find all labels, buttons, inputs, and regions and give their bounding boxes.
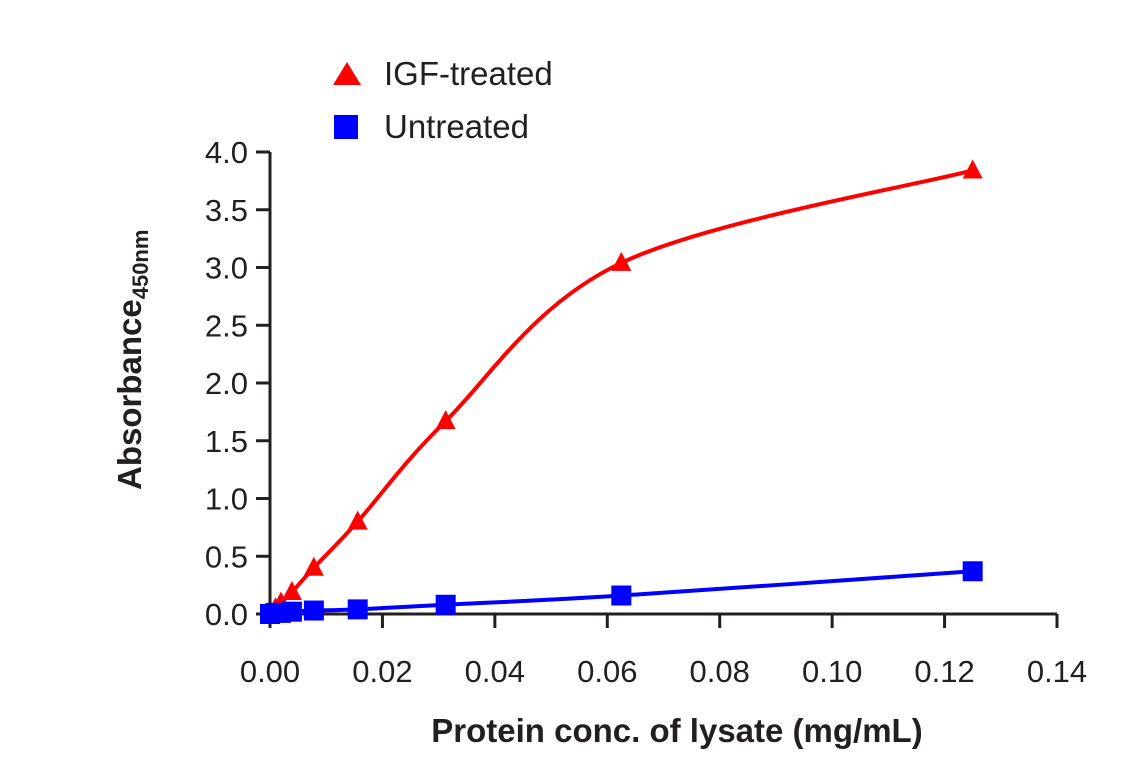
data-point-igf-treated	[611, 251, 632, 271]
data-point-untreated	[281, 601, 302, 622]
legend-marker-igf-treated	[333, 62, 361, 85]
data-point-untreated	[962, 561, 983, 582]
y-tick-label: 4.0	[205, 135, 248, 170]
legend: IGF-treated Untreated	[333, 55, 553, 145]
y-tick-label: 0.5	[205, 539, 248, 574]
y-tick-label: 2.0	[205, 366, 248, 401]
x-axis-label: Protein conc. of lysate (mg/mL)	[431, 712, 922, 749]
data-point-untreated	[303, 600, 324, 621]
series-line-igf-treated	[268, 168, 974, 616]
x-tick-label: 0.08	[690, 654, 750, 689]
y-tick-label: 2.5	[205, 308, 248, 343]
x-tick-label: 0.00	[240, 654, 300, 689]
data-point-igf-treated	[347, 510, 368, 530]
legend-label-igf-treated: IGF-treated	[384, 55, 553, 92]
y-axis-label-main: Absorbance	[111, 299, 148, 490]
data-point-igf-treated	[281, 581, 302, 601]
x-tick-label: 0.02	[352, 654, 412, 689]
x-tick-label: 0.04	[465, 654, 525, 689]
data-point-untreated	[435, 594, 456, 615]
data-point-igf-treated	[962, 159, 983, 179]
y-tick-label: 3.5	[205, 193, 248, 228]
x-tick-label: 0.12	[914, 654, 974, 689]
legend-marker-untreated	[334, 115, 358, 139]
series-layer	[260, 159, 983, 624]
axes: 0.0 0.5 1.0 1.5 2.0 2.5 3.0 3.5 4.0 0.00 0.02 0.04 0…	[205, 135, 1087, 689]
data-point-igf-treated	[303, 556, 324, 576]
y-tick-label: 0.0	[205, 597, 248, 632]
data-point-igf-treated	[435, 410, 456, 430]
y-axis-label: Absorbance450nm	[111, 230, 153, 490]
x-tick-label: 0.14	[1027, 654, 1087, 689]
y-tick-label: 1.0	[205, 482, 248, 517]
legend-label-untreated: Untreated	[384, 108, 529, 145]
data-point-untreated	[611, 585, 632, 606]
y-axis-label-subscript: 450nm	[128, 230, 153, 300]
y-tick-label: 3.0	[205, 251, 248, 286]
data-point-untreated	[347, 599, 368, 620]
x-tick-label: 0.06	[577, 654, 637, 689]
x-tick-label: 0.10	[802, 654, 862, 689]
y-tick-label: 1.5	[205, 424, 248, 459]
